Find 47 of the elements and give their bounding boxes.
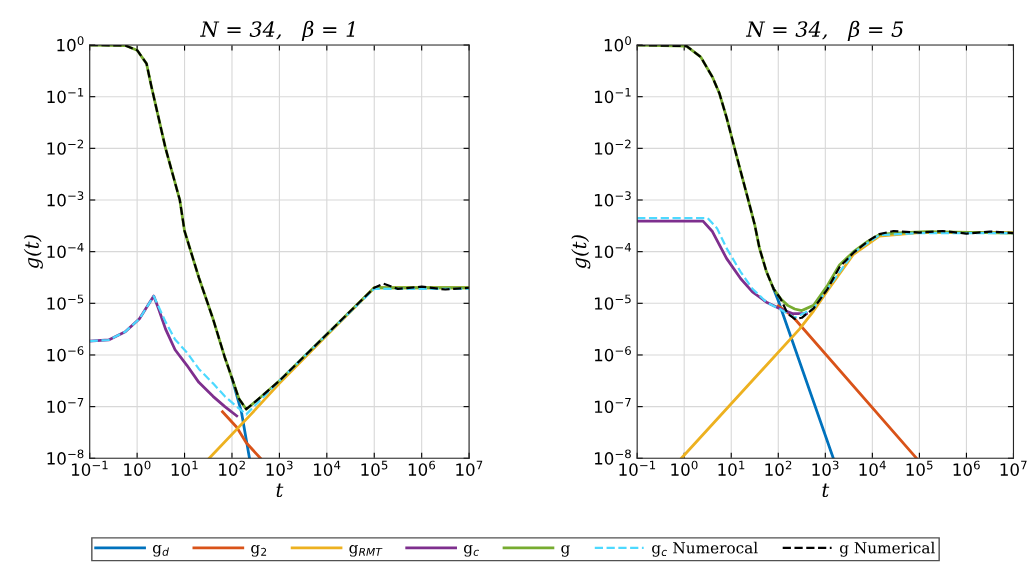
- chart-title: N = 34, β = 1: [200, 20, 355, 42]
- y-tick-label: 10$^{−4}$: [47, 242, 84, 259]
- y-tick-label: 10$^{−5}$: [594, 294, 631, 310]
- legend-label: g: [561, 545, 570, 557]
- x-tick-label: 10$^{6}$: [953, 460, 980, 476]
- x-tick-label: 10$^{5}$: [906, 460, 933, 476]
- legend-label: g Numerical: [839, 541, 935, 557]
- y-tick-label: 10$^{−1}$: [594, 88, 631, 104]
- x-tick-label: 10$^{7}$: [1000, 460, 1027, 476]
- x-tick-label: 10$^{4}$: [859, 460, 886, 476]
- y-tick-label: 10$^{−2}$: [47, 139, 84, 155]
- legend-label: g$_{d}$: [152, 545, 169, 557]
- x-axis-title: t: [276, 483, 284, 498]
- y-tick-label: 10$^{−3}$: [47, 191, 84, 207]
- y-tick-label: 10$^{−6}$: [594, 346, 631, 362]
- x-tick-label: 10$^{2}$: [765, 460, 792, 476]
- x-tick-label: 10$^{5}$: [361, 460, 388, 476]
- y-tick-label: 10$^{−7}$: [47, 397, 84, 414]
- legend-label: g$_{c}$: [464, 545, 479, 557]
- y-tick-label: 10$^{−5}$: [47, 294, 84, 310]
- legend-label: g$_{2}$: [251, 545, 267, 557]
- y-tick-label: 10$^{−7}$: [594, 397, 631, 414]
- y-tick-label: 10$^{−6}$: [47, 346, 84, 362]
- x-tick-label: 10$^{0}$: [124, 460, 151, 476]
- y-tick-label: 10$^{−1}$: [47, 88, 84, 104]
- x-tick-label: 10$^{2}$: [219, 460, 245, 476]
- legend-label: g$_{RMT}$: [349, 545, 383, 557]
- y-tick-label: 10$^{−4}$: [594, 242, 632, 259]
- x-tick-label: 10$^{1}$: [718, 460, 745, 476]
- y-tick-label: 10$^{0}$: [57, 36, 84, 52]
- x-tick-label: 10$^{3}$: [812, 460, 839, 476]
- x-axis-title: t: [822, 483, 830, 498]
- legend-label: g$_{c}$ Numerocal: [652, 541, 758, 557]
- y-tick-label: 10$^{0}$: [604, 36, 631, 52]
- y-tick-label: 10$^{−3}$: [594, 191, 631, 207]
- x-tick-label: 10$^{7}$: [456, 460, 483, 476]
- y-axis-title: g(t): [571, 235, 591, 269]
- x-tick-label: 10$^{1}$: [171, 460, 198, 476]
- chart-title: N = 34, β = 5: [745, 20, 904, 42]
- x-tick-label: 10$^{0}$: [671, 460, 698, 476]
- x-tick-label: 10$^{6}$: [408, 460, 436, 476]
- y-tick-label: 10$^{−2}$: [594, 139, 631, 155]
- x-tick-label: 10$^{4}$: [313, 460, 341, 476]
- x-tick-label: 10$^{−1}$: [71, 460, 108, 476]
- x-tick-label: 10$^{3}$: [266, 460, 293, 476]
- y-axis-title: g(t): [23, 235, 43, 269]
- x-tick-label: 10$^{−1}$: [619, 460, 656, 476]
